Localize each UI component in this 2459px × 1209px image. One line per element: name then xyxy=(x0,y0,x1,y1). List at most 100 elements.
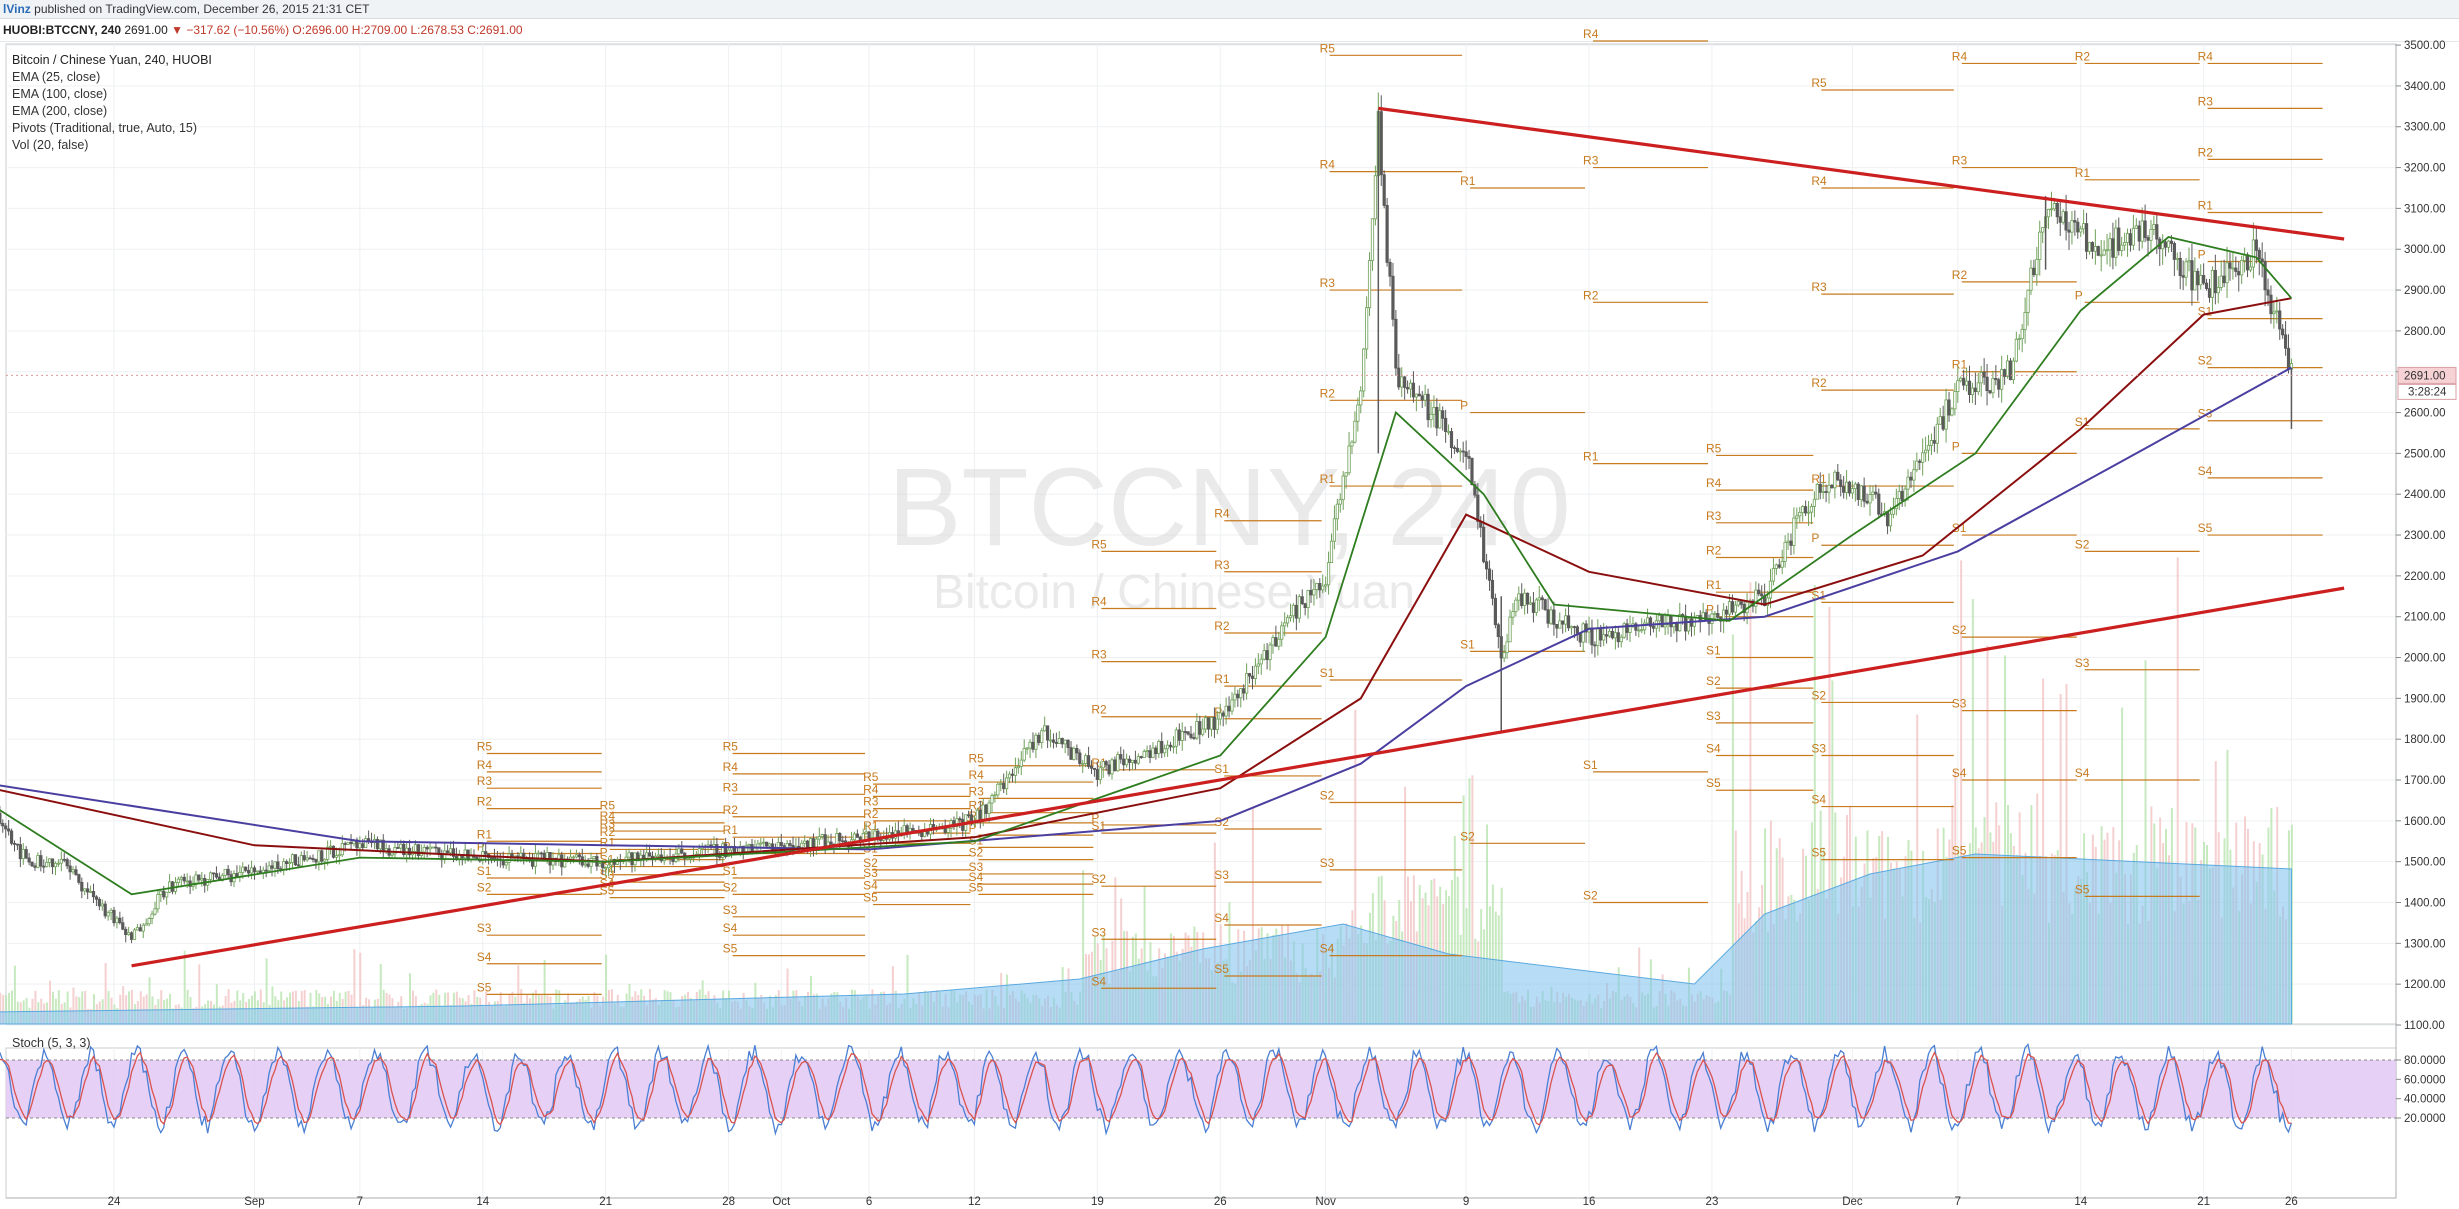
candle-body xyxy=(2172,243,2176,260)
candle-body xyxy=(747,844,751,847)
candle-body xyxy=(1669,615,1673,628)
candle-body xyxy=(1212,717,1217,730)
candle-body xyxy=(2067,229,2071,233)
legend-ema25[interactable]: EMA (25, close) xyxy=(12,70,101,84)
candle-body xyxy=(273,861,277,869)
pivot-label: S5 xyxy=(863,891,878,905)
candle-body xyxy=(1010,773,1015,776)
candle-body xyxy=(2269,294,2273,315)
candle-body xyxy=(1324,584,1328,587)
candle-body xyxy=(1043,725,1047,732)
candle-body xyxy=(1306,589,1310,608)
candle-body xyxy=(686,858,690,860)
candle-body xyxy=(1853,483,1857,490)
candle-body xyxy=(147,918,151,925)
candle-body xyxy=(1291,604,1296,617)
pivot-label: S2 xyxy=(1091,872,1106,886)
candle-body xyxy=(282,861,286,870)
candle-body xyxy=(2187,260,2191,263)
candle-body xyxy=(1988,390,1992,394)
candle-body xyxy=(1189,733,1193,738)
time-axis-label: 21 xyxy=(2197,1196,2210,1208)
candle-body xyxy=(2000,369,2004,390)
stoch-legend[interactable]: Stoch (5, 3, 3) xyxy=(12,1036,91,1050)
candle-body xyxy=(1490,579,1495,599)
time-axis-label: 26 xyxy=(1214,1196,1227,1208)
candle-body xyxy=(2248,266,2253,271)
candle-body xyxy=(838,833,842,842)
candle-body xyxy=(2134,225,2138,229)
time-axis-label: 9 xyxy=(1463,1196,1469,1208)
pivot-label: R4 xyxy=(863,782,879,796)
candle-body xyxy=(2184,261,2188,278)
candle-body xyxy=(1493,597,1497,626)
symbol-label[interactable]: HUOBI:BTCCNY, 240 xyxy=(3,23,122,37)
pivot-label: S3 xyxy=(1091,925,1106,939)
volume-bar xyxy=(605,954,608,1024)
candle-body xyxy=(1900,490,1904,502)
price-axis-label: 2800.00 xyxy=(2404,326,2446,338)
legend-volume[interactable]: Vol (20, false) xyxy=(12,138,89,152)
price-axis-label: 2400.00 xyxy=(2404,489,2446,501)
legend-ema200[interactable]: EMA (200, close) xyxy=(12,104,108,118)
pivot-label: P xyxy=(1214,705,1222,719)
candle-body xyxy=(1113,759,1117,772)
candle-body xyxy=(2240,260,2244,276)
volume-bar xyxy=(25,997,28,1024)
candle-body xyxy=(1318,582,1322,591)
candle-body xyxy=(396,847,400,849)
candle-body xyxy=(1979,371,1983,384)
candle-body xyxy=(12,842,17,845)
candle-body xyxy=(1505,641,1509,654)
pivot-label: R4 xyxy=(1706,476,1722,490)
candle-body xyxy=(724,843,728,858)
legend-title[interactable]: Bitcoin / Chinese Yuan, 240, HUOBI xyxy=(12,53,212,67)
volume-ma-area xyxy=(0,853,2292,1025)
candle-body xyxy=(1405,387,1410,390)
candle-body xyxy=(1075,748,1079,754)
candle-body xyxy=(1531,602,1536,613)
candle-body xyxy=(990,795,994,804)
candle-body xyxy=(519,852,523,857)
candle-body xyxy=(334,855,339,858)
candle-body xyxy=(1827,484,1831,493)
candle-body xyxy=(993,794,997,797)
candle-body xyxy=(492,857,497,860)
pivot-label: R3 xyxy=(477,774,493,788)
pivot-label: R2 xyxy=(1320,386,1336,400)
candle-body xyxy=(765,841,769,847)
candle-body xyxy=(536,852,540,855)
candle-body xyxy=(1057,738,1061,744)
candle-body xyxy=(1467,456,1471,459)
pivot-label: R2 xyxy=(2198,145,2214,159)
candle-body xyxy=(1909,476,1913,481)
volume-bar xyxy=(2,994,5,1024)
volume-bar xyxy=(139,991,142,1024)
trendline-support xyxy=(131,586,2345,968)
candle-body xyxy=(2137,225,2141,242)
pivot-label: R2 xyxy=(477,795,493,809)
legend-ema100[interactable]: EMA (100, close) xyxy=(12,87,108,101)
candle-body xyxy=(45,862,49,867)
pivot-label: R1 xyxy=(2198,198,2214,212)
candle-body xyxy=(1350,441,1354,447)
candle-body xyxy=(264,869,268,872)
candle-body xyxy=(1847,481,1852,494)
candle-body xyxy=(425,846,429,850)
candle-body xyxy=(1643,622,1647,631)
candle-body xyxy=(1593,644,1597,647)
candle-body xyxy=(879,839,883,842)
candle-body xyxy=(2251,239,2255,268)
candle-body xyxy=(1233,693,1237,701)
candle-body xyxy=(451,848,456,857)
volume-bar xyxy=(1456,876,1459,1024)
candle-body xyxy=(249,867,254,874)
ema200-line xyxy=(0,366,2292,851)
candle-body xyxy=(1716,613,1720,618)
pivot-label: R3 xyxy=(1091,648,1107,662)
legend-pivots[interactable]: Pivots (Traditional, true, Auto, 15) xyxy=(12,121,198,135)
author-link[interactable]: lVinz xyxy=(3,2,31,16)
pivot-label: P xyxy=(2075,288,2083,302)
pivot-label: P xyxy=(863,829,871,843)
